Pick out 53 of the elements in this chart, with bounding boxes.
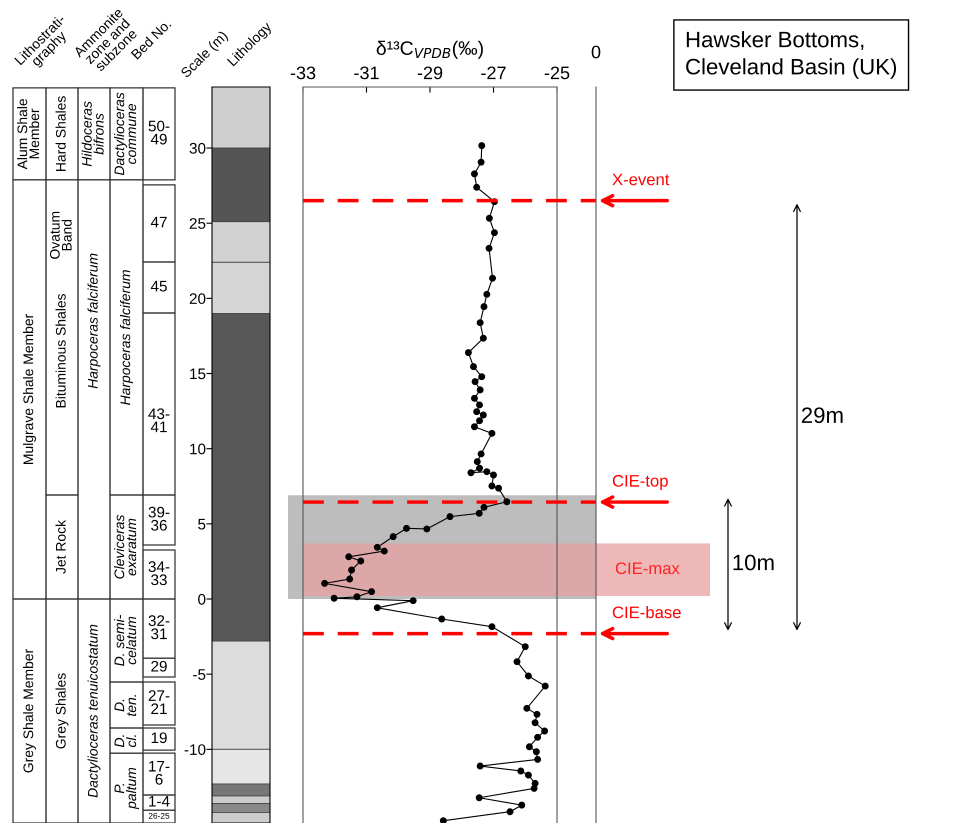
text: Harpoceras falciferum	[120, 270, 133, 405]
text: 47	[150, 216, 167, 228]
text: D. ten.	[114, 695, 136, 716]
x-tick-label: -29	[418, 66, 442, 80]
text: Bituminous Shales	[56, 294, 66, 408]
text: 17- 6	[149, 760, 170, 785]
text: Hawsker Bottoms, Cleveland Basin (UK)	[686, 31, 896, 79]
text: Hard Shales	[56, 96, 66, 171]
x-tick-label: -25	[544, 66, 570, 80]
ref-line-label: CIE-top	[612, 474, 668, 490]
text: P. paltum	[114, 768, 139, 810]
text: D. semi- celatum	[114, 614, 136, 666]
text: Harpoceras falciferum	[88, 254, 100, 388]
x-axis-title: δ¹³C$_{VPDB}$(‰)	[376, 40, 483, 59]
text: Mulgrave Shale Member	[23, 314, 36, 464]
ref-line-label: CIE-base	[612, 606, 681, 618]
ref-line-label: X-event	[612, 174, 670, 186]
x-tick-label: -33	[290, 66, 316, 80]
y-tick-label: 0	[198, 594, 206, 605]
text: Ovatum Band	[50, 212, 72, 259]
text: 29	[151, 660, 167, 672]
text: Alum Shale Member	[17, 99, 40, 170]
text: Jet Rock	[56, 520, 66, 574]
text: D. cl.	[114, 735, 136, 748]
x-tick-label: -27	[481, 66, 506, 80]
text: 43- 41	[148, 408, 170, 432]
text: 10m	[734, 554, 774, 570]
text: Grey Shale Member	[23, 649, 36, 772]
text: 29m	[802, 407, 843, 424]
y-tick-label: 30	[190, 142, 206, 154]
text: 32- 31	[148, 615, 170, 640]
y-tick-label: -10	[184, 744, 206, 756]
text: 34- 33	[148, 561, 170, 586]
text: Dactylioceras tenuicostatum	[88, 624, 100, 798]
text: 26-25	[148, 812, 170, 819]
y-tick-label: 10	[190, 444, 206, 454]
text: Grey Shales	[56, 673, 68, 749]
text: 0	[592, 46, 600, 58]
x-tick-label: -31	[354, 66, 379, 80]
band-label: CIE-max	[616, 562, 680, 574]
y-tick-label: 20	[190, 293, 206, 304]
y-tick-label: -5	[193, 669, 206, 680]
text: 45	[150, 280, 167, 292]
y-tick-label: 15	[190, 368, 206, 380]
text: 1-4	[149, 796, 170, 807]
text: 39- 36	[148, 506, 170, 531]
y-tick-label: 5	[198, 518, 206, 530]
text: 27- 21	[148, 690, 170, 714]
text: Hildoceras bifrons	[82, 101, 104, 166]
text: 50- 49	[148, 120, 170, 145]
y-tick-label: 25	[190, 218, 206, 229]
text: Cleviceras exaratum	[114, 514, 136, 579]
text: 19	[152, 732, 167, 744]
